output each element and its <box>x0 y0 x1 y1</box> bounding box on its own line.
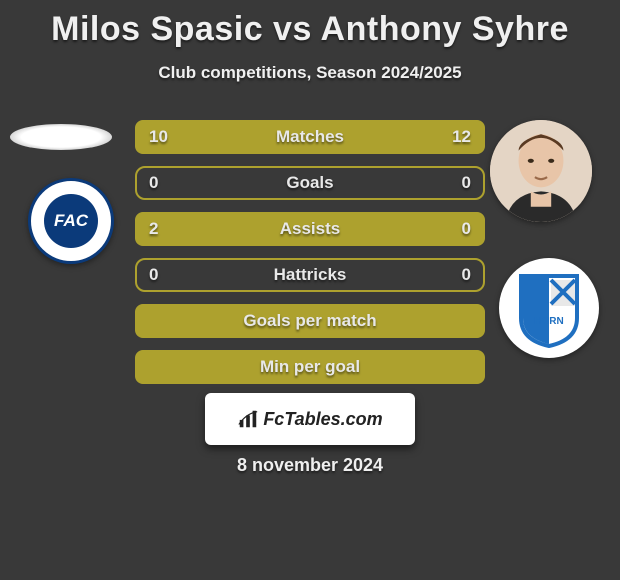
stat-row: Hattricks0 0 <box>135 258 485 292</box>
page-subtitle: Club competitions, Season 2024/2025 <box>0 63 620 83</box>
stat-value-right: 0 <box>462 212 471 246</box>
club-left-logo: FAC <box>28 178 114 264</box>
stat-label: Matches <box>135 120 485 154</box>
stat-value-right: 0 <box>462 258 471 292</box>
stat-row: Assists2 0 <box>135 212 485 246</box>
stat-row: Min per goal <box>135 350 485 384</box>
stat-value-left: 0 <box>149 258 158 292</box>
player-left-avatar <box>10 124 112 150</box>
shield-icon: HORN <box>509 268 589 348</box>
club-left-abbrev: FAC <box>44 194 98 248</box>
stat-label: Hattricks <box>135 258 485 292</box>
stat-value-left: 0 <box>149 166 158 200</box>
stat-row: Goals per match <box>135 304 485 338</box>
club-right-logo: HORN <box>499 258 599 358</box>
person-silhouette-icon <box>490 120 592 222</box>
stat-value-right: 12 <box>452 120 471 154</box>
player-right-avatar <box>490 120 592 222</box>
stat-value-right: 0 <box>462 166 471 200</box>
watermark-text: FcTables.com <box>263 409 382 430</box>
stat-label: Goals <box>135 166 485 200</box>
stat-value-left: 10 <box>149 120 168 154</box>
date-label: 8 november 2024 <box>0 455 620 476</box>
page-title: Milos Spasic vs Anthony Syhre <box>0 0 620 49</box>
stat-row: Goals0 0 <box>135 166 485 200</box>
stat-value-left: 2 <box>149 212 158 246</box>
watermark-badge: FcTables.com <box>205 393 415 445</box>
stat-row: Matches10 12 <box>135 120 485 154</box>
chart-bars-icon <box>237 408 259 430</box>
svg-text:HORN: HORN <box>534 316 563 327</box>
stat-label: Assists <box>135 212 485 246</box>
stat-label: Goals per match <box>135 304 485 338</box>
stat-label: Min per goal <box>135 350 485 384</box>
comparison-bars: Matches1012Goals00Assists20Hattricks00Go… <box>135 120 485 396</box>
